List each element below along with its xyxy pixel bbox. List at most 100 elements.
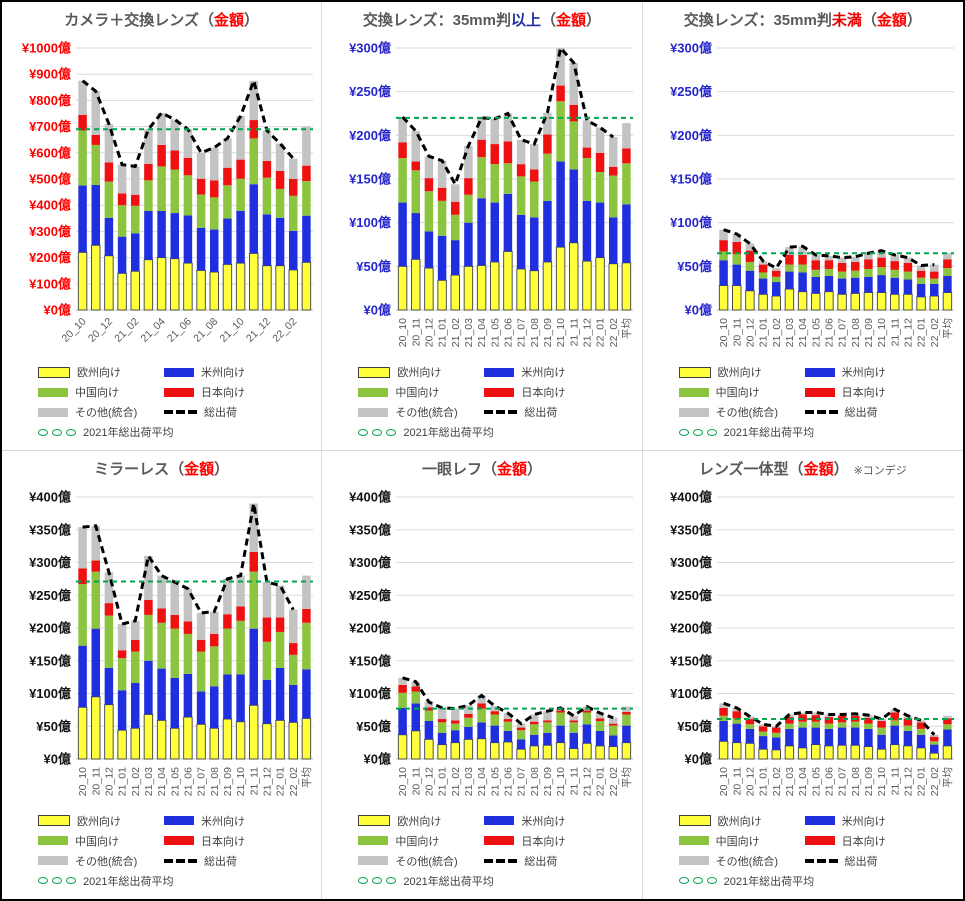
bar-segment-米州向け xyxy=(78,645,87,707)
total-line-swatch-icon xyxy=(804,410,838,414)
bar-segment-日本向け xyxy=(811,714,820,722)
bar-segment-欧州向け xyxy=(622,262,632,311)
chart-fixed-lens: ¥0億 ¥50億 ¥100億 ¥150億 ¥200億 ¥250億 ¥300億 ¥350億 ¥40… xyxy=(670,489,954,796)
bar-segment-その他(統合) xyxy=(249,80,258,121)
bar-segment-米州向け xyxy=(732,723,741,743)
bar-segment-米州向け xyxy=(196,691,206,724)
bar-segment-米州向け xyxy=(582,200,592,262)
x-tick-label: 20_11 xyxy=(90,766,102,795)
y-tick-label: ¥1000億 xyxy=(22,41,71,56)
bar-segment-欧州向け xyxy=(595,257,606,311)
bar-segment-その他(統合) xyxy=(438,160,447,188)
bar-segment-欧州向け xyxy=(608,745,619,759)
chart-legend: 欧州向け 米州向け 中国向け 日本向け その他(統合) 総出荷 2021年総出荷平均 xyxy=(678,813,963,889)
bar-segment-日本向け xyxy=(477,139,487,158)
bar-segment-欧州向け xyxy=(170,727,180,759)
bar-segment-欧州向け xyxy=(595,744,606,759)
bar-segment-欧州向け xyxy=(758,748,768,759)
y-tick-label: ¥200億 xyxy=(349,128,391,143)
bar-segment-米州向け xyxy=(942,729,952,746)
x-tick-label: 21_08 xyxy=(529,318,541,347)
bar-segment-中国向け xyxy=(451,723,460,730)
bar-segment-米州向け xyxy=(824,275,833,292)
bar-segment-米州向け xyxy=(451,240,460,276)
bar-segment-中国向け xyxy=(170,169,179,214)
bar-segment-中国向け xyxy=(196,194,206,228)
bar-segment-中国向け xyxy=(758,730,767,736)
legend-item-3: 中国向け xyxy=(38,384,164,400)
x-tick-label: 21_10 xyxy=(555,766,567,795)
x-tick-label: 21_06 xyxy=(823,766,835,795)
bar-segment-その他(統合) xyxy=(582,120,592,148)
bar-segment-欧州向け xyxy=(916,746,926,759)
bar-segment-中国向け xyxy=(131,651,140,683)
bar-segment-その他(統合) xyxy=(91,525,100,561)
bar-segment-欧州向け xyxy=(143,259,154,311)
bar-segment-中国向け xyxy=(863,723,873,729)
bar-segment-中国向け xyxy=(289,654,298,685)
x-tick-label: 22_02 xyxy=(928,318,940,347)
x-tick-label: 平均 xyxy=(621,318,633,339)
y-tick-label: ¥250億 xyxy=(29,587,71,602)
x-tick-label: 21_12 xyxy=(902,318,914,347)
bar-segment-日本向け xyxy=(890,711,899,720)
bar-segment-日本向け xyxy=(824,716,833,724)
bar-segment-日本向け xyxy=(210,180,219,198)
bar-segment-その他(統合) xyxy=(517,139,526,165)
legend-item-1: 欧州向け xyxy=(358,813,484,829)
bar-segment-欧州向け xyxy=(301,717,312,759)
chart-title-note: ※コンデジ xyxy=(853,464,907,477)
bar-segment-米州向け xyxy=(556,725,566,743)
bar-segment-その他(統合) xyxy=(745,715,754,719)
legend-item-1: 欧州向け xyxy=(38,813,164,829)
bar-segment-中国向け xyxy=(438,200,447,236)
chart-title: 一眼レフ（金額） xyxy=(322,457,641,483)
bar-segment-中国向け xyxy=(609,725,618,735)
bar-segment-中国向け xyxy=(890,719,899,726)
legend-item-6: 総出荷 xyxy=(484,404,641,420)
bar-segment-その他(統合) xyxy=(811,254,820,261)
bar-segment-米州向け xyxy=(556,161,566,248)
chart-title-part: ） xyxy=(586,12,602,29)
bar-segment-米州向け xyxy=(117,689,127,730)
bar-segment-米州向け xyxy=(451,729,460,743)
bar-segment-その他(統合) xyxy=(490,118,500,145)
legend-label: 2021年総出荷平均 xyxy=(403,427,494,439)
bar-segment-米州向け xyxy=(732,264,741,286)
legend-label: 中国向け xyxy=(75,835,119,848)
bar-segment-欧州向け xyxy=(275,265,285,311)
bar-segment-日本向け xyxy=(490,710,500,714)
bar-segment-その他(統合) xyxy=(236,116,245,160)
legend-label: 総出荷 xyxy=(204,855,237,868)
bar-segment-中国向け xyxy=(771,732,781,737)
bar-green-swatch-icon xyxy=(358,836,389,845)
chart-title-part: 金額 xyxy=(876,12,907,29)
x-tick-label: 21_12 xyxy=(261,766,273,795)
legend-item-5: その他(統合) xyxy=(38,853,164,869)
bar-segment-その他(統合) xyxy=(275,143,285,171)
legend-item-3: 中国向け xyxy=(678,384,805,400)
bar-segment-欧州向け xyxy=(889,293,900,311)
bar-segment-欧州向け xyxy=(490,261,500,311)
bar-segment-米州向け xyxy=(236,210,245,264)
bar-segment-米州向け xyxy=(275,667,285,720)
bar-segment-中国向け xyxy=(302,622,311,669)
x-tick-label: 22_01 xyxy=(915,766,927,795)
y-tick-label: ¥0億 xyxy=(44,303,71,318)
bar-segment-欧州向け xyxy=(130,727,140,759)
y-tick-label: ¥0億 xyxy=(364,303,391,318)
bar-segment-欧州向け xyxy=(235,262,246,311)
bar-segment-欧州向け xyxy=(222,718,233,759)
chart-legend: 欧州向け 米州向け 中国向け 日本向け その他(統合) 総出荷 2021年総出荷平均 xyxy=(38,813,321,889)
x-tick-label: 20_11 xyxy=(731,318,743,347)
x-tick-label: 平均 xyxy=(942,767,954,788)
x-tick-label: 21_01 xyxy=(757,318,769,347)
bar-segment-日本向け xyxy=(543,134,552,154)
bar-segment-欧州向け xyxy=(718,740,728,759)
bar-gray-swatch-icon xyxy=(358,407,389,417)
y-tick-label: ¥900億 xyxy=(29,67,71,82)
bar-segment-日本向け xyxy=(78,567,87,584)
bar-segment-日本向け xyxy=(609,166,618,176)
bar-yellow-swatch-icon xyxy=(38,815,70,826)
bar-segment-その他(統合) xyxy=(302,126,311,166)
